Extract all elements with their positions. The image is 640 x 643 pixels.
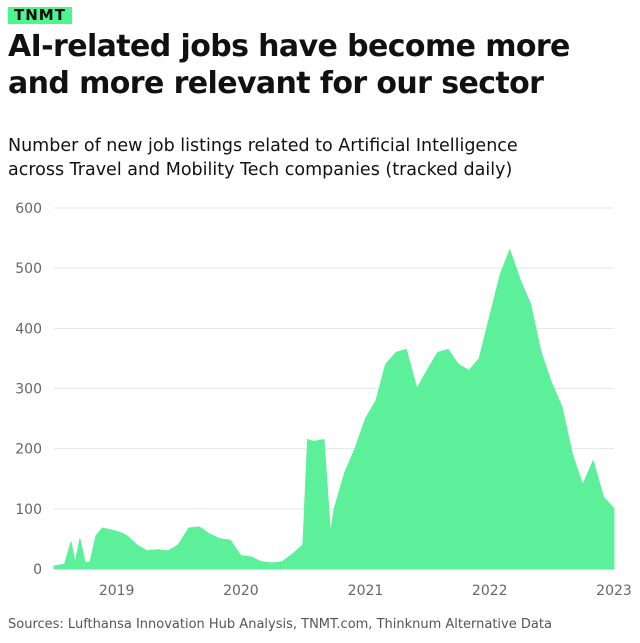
y-tick-label: 500 <box>15 261 42 277</box>
subtitle-line-1: Number of new job listings related to Ar… <box>8 136 518 156</box>
y-tick-label: 200 <box>15 442 42 458</box>
x-tick-label: 2021 <box>348 583 384 599</box>
x-tick-label: 2019 <box>99 583 135 599</box>
series-area <box>53 248 615 570</box>
x-tick-label: 2020 <box>223 583 259 599</box>
source-note: Sources: Lufthansa Innovation Hub Analys… <box>8 617 552 632</box>
tnmt-logo: TNMT <box>8 7 72 24</box>
x-tick-label: 2023 <box>596 583 632 599</box>
y-tick-label: 400 <box>15 321 42 337</box>
x-tick-label: 2022 <box>472 583 508 599</box>
grid-layer <box>54 207 614 570</box>
x-axis-ticks: 2019 2020 2021 2022 2023 <box>99 583 632 599</box>
page-title: AI-related jobs have become more and mor… <box>8 28 628 102</box>
subtitle-line-2: across Travel and Mobility Tech companie… <box>8 160 513 180</box>
y-tick-label: 300 <box>15 382 42 398</box>
title-line-2: and more relevant for our sector <box>8 66 544 101</box>
title-line-1: AI-related jobs have become more <box>8 29 570 64</box>
y-tick-label: 100 <box>15 502 42 518</box>
y-tick-label: 600 <box>15 201 42 217</box>
series-layer <box>53 248 615 570</box>
y-tick-label: 0 <box>33 562 42 578</box>
chart-subtitle: Number of new job listings related to Ar… <box>8 134 628 182</box>
area-chart: 0 100 200 300 400 500 600 2019 2020 2021 2022 2023 <box>15 201 632 599</box>
y-axis-ticks: 0 100 200 300 400 500 600 <box>15 201 42 578</box>
